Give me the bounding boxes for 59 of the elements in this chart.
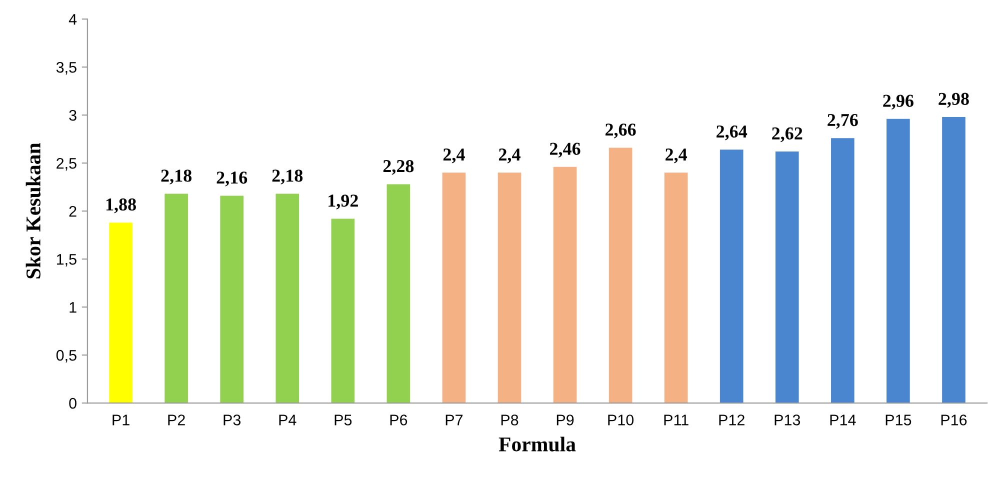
y-axis-title: Skor Kesukaan — [26, 142, 41, 278]
x-tick-label: P8 — [501, 414, 518, 426]
bar — [498, 172, 522, 404]
data-label: 2,64 — [716, 126, 748, 140]
x-tick-label: P5 — [334, 414, 352, 426]
bar — [942, 116, 966, 404]
bar — [442, 172, 466, 404]
data-label: 2,18 — [272, 170, 303, 184]
bar — [220, 196, 244, 404]
bar — [775, 152, 799, 404]
bar — [664, 172, 688, 404]
y-tick-label: 3,5 — [56, 62, 76, 75]
x-tick-label: P3 — [224, 414, 241, 426]
y-tick-label: 3 — [69, 110, 76, 121]
y-tick-label: 2 — [69, 206, 76, 217]
data-label: 2,18 — [161, 170, 192, 184]
data-label: 1,88 — [106, 198, 136, 214]
bar — [276, 194, 300, 404]
y-tick-label: 0,5 — [56, 350, 76, 363]
data-label: 2,96 — [883, 94, 914, 110]
data-label: 2,66 — [606, 124, 636, 138]
x-tick-label: P16 — [941, 414, 967, 426]
x-tick-label: P6 — [390, 414, 408, 426]
data-label: 2,62 — [772, 127, 802, 142]
data-label: 2,4 — [443, 148, 465, 164]
x-tick-label: P4 — [279, 414, 296, 426]
data-label: 2,28 — [383, 160, 414, 175]
bar — [886, 118, 910, 404]
data-label: 2,16 — [216, 172, 248, 186]
x-tick-label: P9 — [556, 414, 574, 426]
bar — [608, 148, 632, 404]
y-tick-label: 2,5 — [56, 158, 76, 171]
x-tick-label: P11 — [664, 414, 688, 426]
y-tick-label: 0 — [69, 398, 76, 409]
bar — [720, 150, 744, 404]
data-label: 2,46 — [550, 142, 580, 158]
data-label: 2,4 — [498, 148, 520, 164]
data-label: 1,92 — [328, 194, 358, 210]
x-axis-title: Formula — [498, 436, 576, 452]
data-label: 2,4 — [666, 148, 688, 164]
y-tick-label: 4 — [68, 14, 77, 25]
x-tick-label: P2 — [168, 414, 185, 426]
y-tick-label: 1,5 — [56, 254, 76, 267]
x-tick-label: P12 — [719, 414, 744, 426]
bar — [831, 138, 854, 404]
x-tick-label: P1 — [112, 414, 130, 426]
x-tick-label: P7 — [446, 414, 463, 426]
x-tick-label: P10 — [608, 414, 634, 426]
x-tick-label: P15 — [886, 414, 912, 426]
bar — [386, 184, 410, 404]
bar — [553, 166, 577, 404]
bar — [109, 222, 132, 404]
y-tick-label: 1 — [70, 302, 76, 313]
x-tick-label: P14 — [830, 414, 856, 426]
x-tick-label: P13 — [774, 414, 800, 426]
bar — [164, 194, 188, 404]
data-label: 2,76 — [828, 114, 858, 129]
bar — [331, 218, 355, 404]
data-label: 2,98 — [938, 92, 969, 108]
